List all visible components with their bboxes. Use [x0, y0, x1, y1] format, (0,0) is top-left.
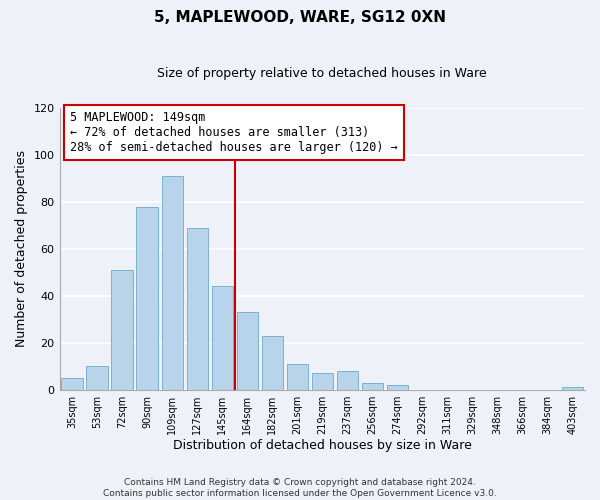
Bar	[387, 385, 408, 390]
Bar	[86, 366, 108, 390]
Text: Contains HM Land Registry data © Crown copyright and database right 2024.
Contai: Contains HM Land Registry data © Crown c…	[103, 478, 497, 498]
Bar	[161, 176, 183, 390]
Title: Size of property relative to detached houses in Ware: Size of property relative to detached ho…	[157, 68, 487, 80]
Bar	[136, 206, 158, 390]
Text: 5, MAPLEWOOD, WARE, SG12 0XN: 5, MAPLEWOOD, WARE, SG12 0XN	[154, 10, 446, 25]
Bar	[337, 371, 358, 390]
X-axis label: Distribution of detached houses by size in Ware: Distribution of detached houses by size …	[173, 440, 472, 452]
Bar	[362, 382, 383, 390]
Text: 5 MAPLEWOOD: 149sqm
← 72% of detached houses are smaller (313)
28% of semi-detac: 5 MAPLEWOOD: 149sqm ← 72% of detached ho…	[70, 111, 398, 154]
Bar	[61, 378, 83, 390]
Bar	[562, 388, 583, 390]
Bar	[311, 374, 333, 390]
Bar	[212, 286, 233, 390]
Bar	[112, 270, 133, 390]
Bar	[236, 312, 258, 390]
Y-axis label: Number of detached properties: Number of detached properties	[15, 150, 28, 348]
Bar	[187, 228, 208, 390]
Bar	[287, 364, 308, 390]
Bar	[262, 336, 283, 390]
